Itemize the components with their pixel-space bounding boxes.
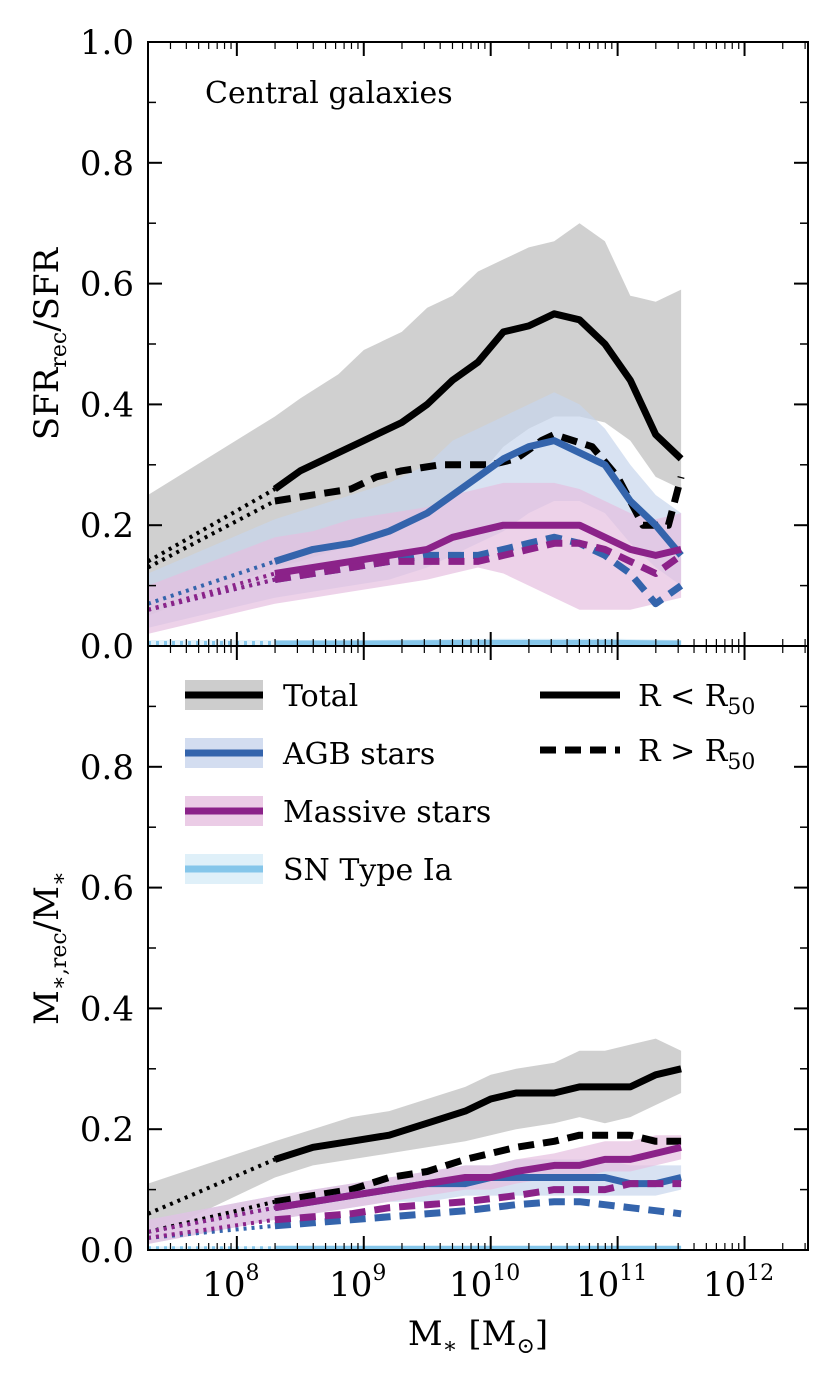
xlabel-main: M	[408, 1314, 443, 1354]
x-axis-title: M∗ [M⊙]	[408, 1314, 548, 1359]
bottom-ytick-label: 0.6	[80, 869, 134, 909]
top-massive-inner-line	[274, 521, 682, 577]
legend-snia-label: SN Type Ia	[283, 853, 453, 888]
xtick-label: 109	[329, 1261, 386, 1305]
bottom-ytick-label: 0.0	[80, 1231, 134, 1271]
top-agb-inner-line	[273, 437, 684, 565]
bottom-massive-outer-line-extrapolated	[148, 1217, 276, 1240]
bottom-total-outer-line-extrapolated	[148, 1199, 276, 1234]
xlabel-unit-sub: ⊙	[516, 1334, 534, 1359]
top-massive-inner-line-extrapolated	[148, 571, 276, 612]
bottom-ylabel-main: M	[27, 990, 67, 1025]
bottom-massive-inner-line	[274, 1143, 682, 1212]
legend-style-label-outer: R > R50	[638, 734, 755, 775]
top-total-inner-line	[272, 310, 684, 492]
top-ytick-label: 0.2	[80, 506, 134, 546]
xlabel-sub: ∗	[443, 1334, 458, 1359]
bottom-ytick-label: 0.8	[80, 748, 134, 788]
top-ytick-label: 0.4	[80, 385, 134, 425]
bottom-agb-outer-line-extrapolated	[148, 1223, 276, 1240]
legend-total-label: Total	[283, 679, 358, 714]
bottom-total-outer-line	[274, 1131, 682, 1206]
bottom-agb-outer-line	[274, 1198, 682, 1230]
legend-agb-label: AGB stars	[282, 737, 435, 772]
bottom-total-band-0	[148, 1038, 682, 1238]
top-total-inner-line-extrapolated	[148, 487, 276, 564]
top-ytick-label: 0.0	[80, 627, 134, 667]
xtick-label: 1010	[449, 1261, 520, 1305]
legend-style-label-inner: R < R50	[638, 679, 755, 720]
xtick-label: 1012	[703, 1261, 774, 1305]
bottom-massive-outer-line	[274, 1180, 682, 1224]
top-ytick-label: 0.6	[80, 265, 134, 305]
top-ylabel-sub: rec	[47, 332, 72, 368]
bottom-ylabel-tail: /M	[27, 886, 67, 932]
legend: Total AGB stars Massive stars SN Type Ia R <…	[185, 679, 755, 888]
top-panel	[148, 223, 685, 646]
bottom-panel	[148, 1038, 682, 1250]
top-y-axis-title: SFRrec/SFR	[27, 246, 72, 440]
bottom-ylabel-tail-sub: ∗	[47, 871, 72, 886]
xlabel-unit-close: ]	[535, 1314, 548, 1354]
xtick-label: 108	[202, 1261, 259, 1305]
xtick-label: 1011	[576, 1261, 647, 1305]
bottom-ytick-label: 0.2	[80, 1110, 134, 1150]
bottom-massive-inner-line-extrapolated	[148, 1205, 276, 1234]
bottom-ylabel-sub: ∗,rec	[47, 932, 72, 990]
top-ylabel-tail: /SFR	[27, 246, 67, 331]
top-ylabel-main: SFR	[27, 366, 67, 440]
bottom-ytick-label: 0.4	[80, 989, 134, 1029]
top-massive-outer-line	[274, 539, 684, 584]
top-ytick-label: 1.0	[80, 23, 134, 63]
top-massive-band-4	[148, 482, 682, 634]
panel-annotation: Central galaxies	[205, 76, 453, 111]
xlabel-unit-open: [M	[458, 1314, 517, 1354]
top-agb-inner-line-extrapolated	[148, 559, 276, 606]
top-massive-outer-line-extrapolated	[148, 577, 276, 612]
top-ytick-label: 0.8	[80, 144, 134, 184]
bottom-total-inner-line	[273, 1065, 682, 1163]
legend-massive-label: Massive stars	[283, 795, 491, 830]
bottom-y-axis-title: M∗,rec/M∗	[27, 871, 72, 1025]
